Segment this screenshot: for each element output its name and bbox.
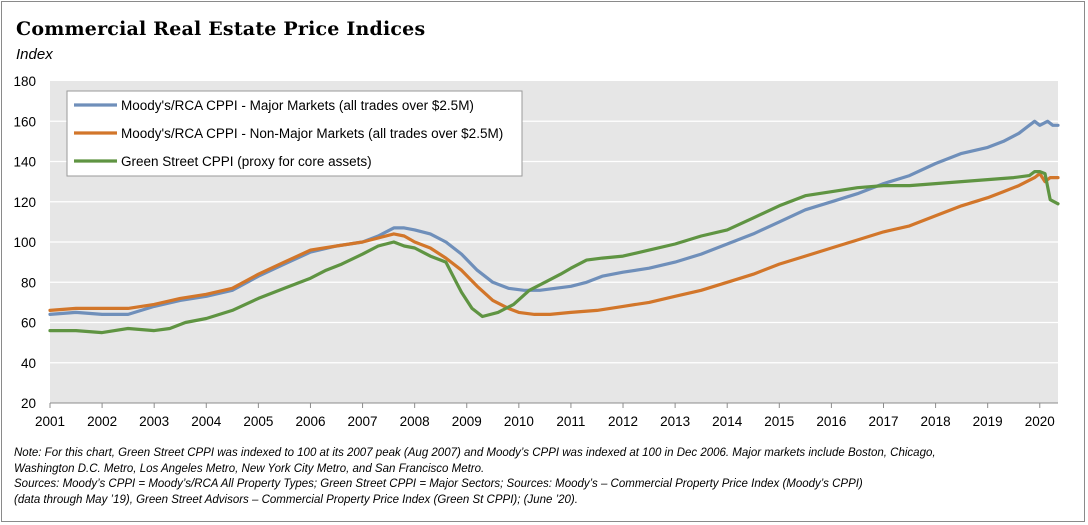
x-tick-label: 2017 — [868, 414, 898, 429]
x-tick-label: 2006 — [295, 414, 325, 429]
x-tick-label: 2001 — [35, 414, 65, 429]
x-tick-label: 2008 — [400, 414, 430, 429]
x-tick-label: 2002 — [87, 414, 117, 429]
y-tick-label: 180 — [13, 74, 36, 89]
note-line: Note: For this chart, Green Street CPPI … — [14, 447, 936, 459]
x-tick-label: 2015 — [764, 414, 794, 429]
series-line-3 — [48, 170, 1060, 335]
x-tick-label: 2014 — [712, 414, 743, 429]
y-tick-label: 120 — [13, 195, 36, 210]
x-tick-label: 2019 — [973, 414, 1003, 429]
series-line-1 — [48, 119, 1060, 316]
x-tick-label: 2003 — [139, 414, 169, 429]
x-tick-label: 2004 — [191, 414, 222, 429]
note-line: (data through May ’19), Green Street Adv… — [14, 493, 578, 506]
x-tick-label: 2010 — [504, 414, 534, 429]
y-tick-label: 140 — [13, 155, 36, 170]
y-tick-label: 100 — [13, 235, 36, 250]
y-tick-label: 40 — [21, 356, 36, 371]
legend-entry: Green Street CPPI (proxy for core assets… — [121, 154, 372, 169]
x-tick-label: 2018 — [921, 414, 951, 429]
y-tick-label: 20 — [21, 396, 36, 411]
series-line-2 — [48, 172, 1060, 316]
legend-box — [66, 90, 523, 177]
x-tick-label: 2007 — [348, 414, 378, 429]
note-line: Washington D.C. Metro, Los Angeles Metro… — [14, 462, 485, 475]
x-tick-label: 2005 — [243, 414, 273, 429]
chart-notes: Note: For this chart, Green Street CPPI … — [14, 446, 1074, 508]
chart-title: Commercial Real Estate Price Indices — [16, 18, 426, 40]
y-tick-label: 60 — [21, 316, 36, 331]
line-chart: 20 40 60 80 100 120 140 160 180 2001 2002 2003 2004 2… — [13, 74, 1060, 429]
note-line: Sources: Moody’s CPPI = Moody’s/RCA All … — [14, 478, 863, 490]
x-tick-label: 2009 — [452, 414, 482, 429]
legend-entry: Moody's/RCA CPPI - Major Markets (all tr… — [121, 98, 474, 113]
x-tick-label: 2011 — [556, 414, 585, 429]
chart-subtitle: Index — [16, 46, 53, 63]
y-tick-label: 160 — [13, 114, 36, 129]
x-tick-label: 2012 — [608, 414, 638, 429]
y-tick-label: 80 — [21, 275, 36, 290]
legend-entry: Moody's/RCA CPPI - Non-Major Markets (al… — [121, 126, 503, 141]
x-tick-label: 2013 — [660, 414, 690, 429]
x-tick-label: 2016 — [816, 414, 846, 429]
x-tick-label: 2020 — [1025, 414, 1055, 429]
